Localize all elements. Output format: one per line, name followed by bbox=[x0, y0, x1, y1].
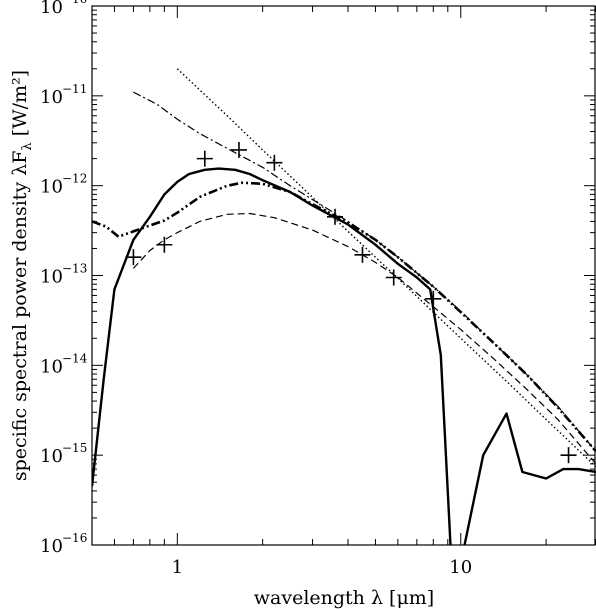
y-tick-label: 10 bbox=[40, 177, 63, 198]
series-line-solid-thick bbox=[92, 167, 596, 545]
axis-ticks bbox=[91, 5, 596, 546]
data-point-marker bbox=[156, 236, 173, 253]
y-tick-exponent: −16 bbox=[62, 531, 87, 545]
data-point-marker bbox=[385, 269, 402, 286]
y-tick-label: 10 bbox=[40, 0, 63, 18]
data-point-marker bbox=[230, 141, 247, 158]
y-axis-title: specific spectral power density λFλ [W/m… bbox=[9, 70, 35, 481]
x-axis-title: wavelength λ [μm] bbox=[254, 587, 434, 609]
y-tick-label: 10 bbox=[40, 267, 63, 288]
y-tick-exponent: −10 bbox=[62, 0, 87, 6]
y-tick-label: 10 bbox=[40, 536, 63, 557]
data-point-marker bbox=[327, 208, 344, 225]
data-point-marker bbox=[425, 290, 442, 307]
y-tick-label: 10 bbox=[40, 446, 63, 467]
data-point-marker bbox=[196, 150, 213, 167]
series-line-dash-dot bbox=[133, 91, 596, 452]
data-point-marker bbox=[125, 249, 142, 266]
y-tick-exponent: −13 bbox=[62, 262, 87, 276]
x-tick-label: 1 bbox=[172, 557, 183, 578]
x-tick-label: 10 bbox=[449, 557, 472, 578]
y-tick-exponent: −15 bbox=[62, 441, 87, 455]
y-tick-label: 10 bbox=[40, 356, 63, 377]
y-tick-exponent: −12 bbox=[62, 172, 87, 186]
data-point-marker bbox=[560, 447, 577, 464]
plot-area bbox=[92, 68, 596, 545]
y-tick-label: 10 bbox=[40, 87, 63, 108]
y-tick-exponent: −14 bbox=[62, 351, 88, 365]
data-point-marker bbox=[354, 246, 371, 263]
y-tick-exponent: −11 bbox=[62, 82, 87, 96]
data-point-marker bbox=[266, 154, 283, 171]
